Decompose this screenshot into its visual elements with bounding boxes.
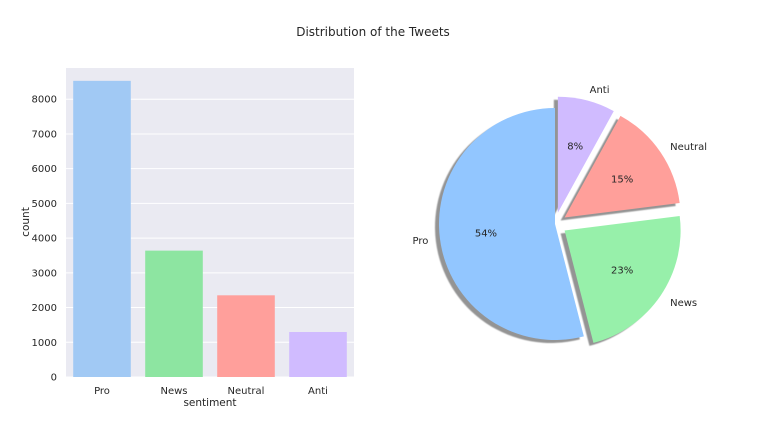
bar-y-tick-label: 8000 <box>32 95 57 106</box>
bar-y-tick-label: 6000 <box>32 164 57 175</box>
pie-label-news: News <box>670 298 697 309</box>
bar-x-tick-label: Pro <box>94 386 110 397</box>
pie-wedge-news <box>564 215 681 343</box>
pie-percent-news: 23% <box>611 266 633 277</box>
bar-series <box>73 80 347 377</box>
bar-y-tick-label: 0 <box>51 373 57 384</box>
bar-anti <box>289 332 347 377</box>
pie-label-pro: Pro <box>413 236 429 247</box>
bar-x-tick-label: Anti <box>308 386 328 397</box>
bar-y-tick-label: 3000 <box>32 268 57 279</box>
bar-y-tick-label: 2000 <box>32 303 57 314</box>
bar-y-tick-label: 7000 <box>32 129 57 140</box>
bar-chart: 0 1000 2000 3000 4000 5000 6000 7000 8000 Pro New… <box>20 68 354 409</box>
pie-label-neutral: Neutral <box>670 142 707 153</box>
bar-x-tick-label: Neutral <box>228 386 265 397</box>
pie-percent-pro: 54% <box>475 229 497 240</box>
pie-percent-anti: 8% <box>567 141 583 152</box>
bar-x-tick-labels: Pro News Neutral Anti <box>94 386 328 397</box>
bar-y-tick-labels: 0 1000 2000 3000 4000 5000 6000 7000 8000 <box>32 95 57 384</box>
bar-y-tick-label: 5000 <box>32 199 57 210</box>
pie-wedge-anti <box>557 96 614 213</box>
bar-y-axis-label: count <box>20 207 32 237</box>
pie-chart: 54% Pro 23% News 15% Neutral 8% Anti <box>413 85 708 346</box>
bar-pro <box>73 80 131 377</box>
pie-percent-neutral: 15% <box>611 174 633 185</box>
bar-x-axis-label: sentiment <box>183 397 236 409</box>
pie-label-anti: Anti <box>590 85 610 96</box>
pie-wedge-neutral <box>564 115 680 218</box>
bar-x-tick-label: News <box>160 386 187 397</box>
pie-wedge-pro <box>438 108 584 341</box>
bar-neutral <box>217 295 275 377</box>
pie-labels: 54% Pro 23% News 15% Neutral 8% Anti <box>413 85 708 309</box>
bar-news <box>145 250 203 377</box>
bar-y-tick-label: 1000 <box>32 338 57 349</box>
bar-y-tick-label: 4000 <box>32 234 57 245</box>
chart-title: Distribution of the Tweets <box>296 25 450 39</box>
pie-wedges <box>438 96 681 343</box>
